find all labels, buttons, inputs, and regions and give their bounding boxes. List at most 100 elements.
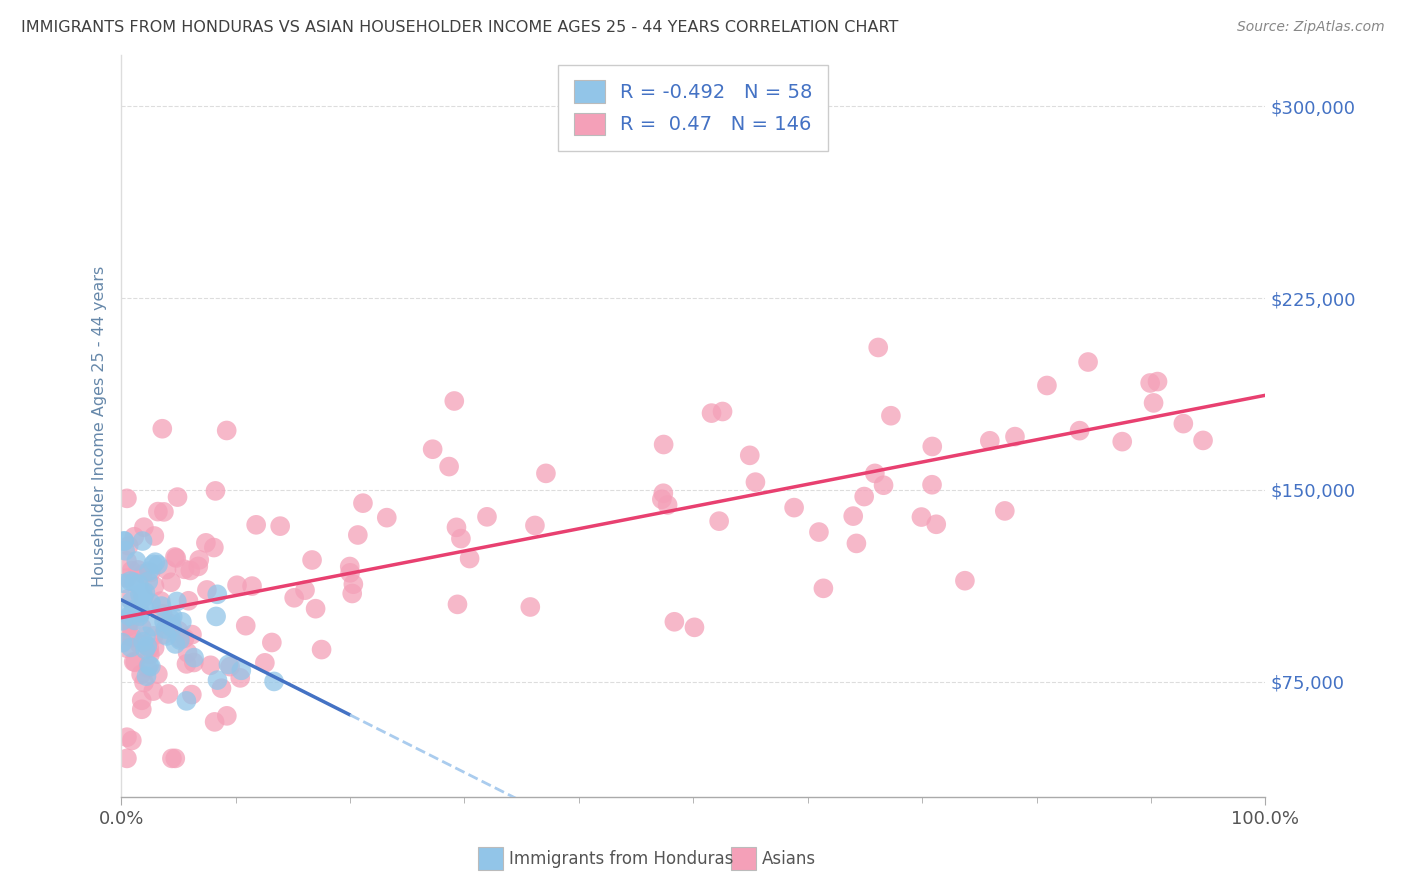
- Point: [150, 422, 173, 436]
- Point: [245, 517, 267, 532]
- Point: [853, 490, 876, 504]
- Point: [450, 532, 472, 546]
- Point: [205, 609, 228, 624]
- Point: [115, 619, 138, 633]
- Point: [170, 615, 193, 629]
- Point: [141, 619, 163, 633]
- Point: [657, 498, 679, 512]
- Point: [311, 642, 333, 657]
- Point: [149, 594, 172, 608]
- Point: [115, 603, 138, 617]
- Point: [115, 751, 138, 765]
- Point: [304, 601, 326, 615]
- Point: [128, 577, 150, 591]
- Point: [200, 658, 222, 673]
- Point: [1139, 376, 1161, 390]
- Point: [143, 529, 166, 543]
- Point: [131, 702, 153, 716]
- Point: [872, 478, 894, 492]
- Point: [131, 620, 153, 634]
- Point: [1146, 375, 1168, 389]
- Point: [173, 562, 195, 576]
- Point: [231, 663, 253, 677]
- Point: [165, 751, 187, 765]
- Point: [160, 620, 183, 634]
- Point: [863, 467, 886, 481]
- Point: [868, 341, 890, 355]
- Point: [114, 543, 136, 558]
- Point: [131, 693, 153, 707]
- Point: [155, 622, 177, 636]
- Point: [475, 509, 498, 524]
- Point: [120, 640, 142, 655]
- Point: [134, 600, 156, 615]
- Point: [738, 448, 761, 462]
- Point: [138, 658, 160, 673]
- Point: [143, 579, 166, 593]
- Point: [921, 440, 943, 454]
- Point: [115, 571, 138, 585]
- Point: [120, 613, 142, 627]
- Point: [176, 694, 198, 708]
- Text: Source: ZipAtlas.com: Source: ZipAtlas.com: [1237, 20, 1385, 34]
- Point: [375, 510, 398, 524]
- Point: [204, 483, 226, 498]
- Point: [443, 394, 465, 409]
- Point: [204, 714, 226, 729]
- Point: [1142, 396, 1164, 410]
- Point: [121, 594, 143, 608]
- Point: [132, 520, 155, 534]
- Point: [163, 549, 186, 564]
- Point: [146, 667, 169, 681]
- Point: [842, 509, 865, 524]
- Point: [135, 629, 157, 643]
- Legend: R = -0.492   N = 58, R =  0.47   N = 146: R = -0.492 N = 58, R = 0.47 N = 146: [558, 65, 828, 151]
- Point: [160, 751, 183, 765]
- Point: [235, 618, 257, 632]
- Point: [167, 624, 190, 638]
- Point: [118, 609, 141, 624]
- Point: [347, 528, 370, 542]
- Point: [177, 594, 200, 608]
- Point: [162, 609, 184, 624]
- Point: [519, 599, 541, 614]
- Point: [157, 687, 180, 701]
- Point: [921, 477, 943, 491]
- Point: [534, 467, 557, 481]
- Point: [127, 563, 149, 577]
- Point: [173, 632, 195, 646]
- Point: [194, 536, 217, 550]
- Point: [128, 605, 150, 619]
- Point: [124, 614, 146, 628]
- Point: [142, 684, 165, 698]
- Point: [458, 551, 481, 566]
- Point: [156, 629, 179, 643]
- Point: [160, 616, 183, 631]
- Point: [783, 500, 806, 515]
- Point: [169, 632, 191, 646]
- Text: Immigrants from Honduras: Immigrants from Honduras: [509, 850, 734, 868]
- Point: [131, 534, 153, 549]
- Point: [146, 505, 169, 519]
- Point: [207, 673, 229, 687]
- Point: [953, 574, 976, 588]
- Point: [115, 730, 138, 744]
- Point: [122, 575, 145, 590]
- Point: [115, 612, 138, 626]
- Point: [142, 629, 165, 643]
- Point: [111, 614, 134, 628]
- Point: [437, 459, 460, 474]
- Point: [352, 496, 374, 510]
- Point: [125, 554, 148, 568]
- Point: [652, 486, 675, 500]
- Point: [128, 609, 150, 624]
- Point: [159, 612, 181, 626]
- Point: [121, 564, 143, 578]
- Point: [744, 475, 766, 490]
- Point: [153, 505, 176, 519]
- Point: [269, 519, 291, 533]
- Point: [226, 578, 249, 592]
- Point: [117, 620, 139, 634]
- Y-axis label: Householder Income Ages 25 - 44 years: Householder Income Ages 25 - 44 years: [93, 265, 107, 587]
- Point: [652, 437, 675, 451]
